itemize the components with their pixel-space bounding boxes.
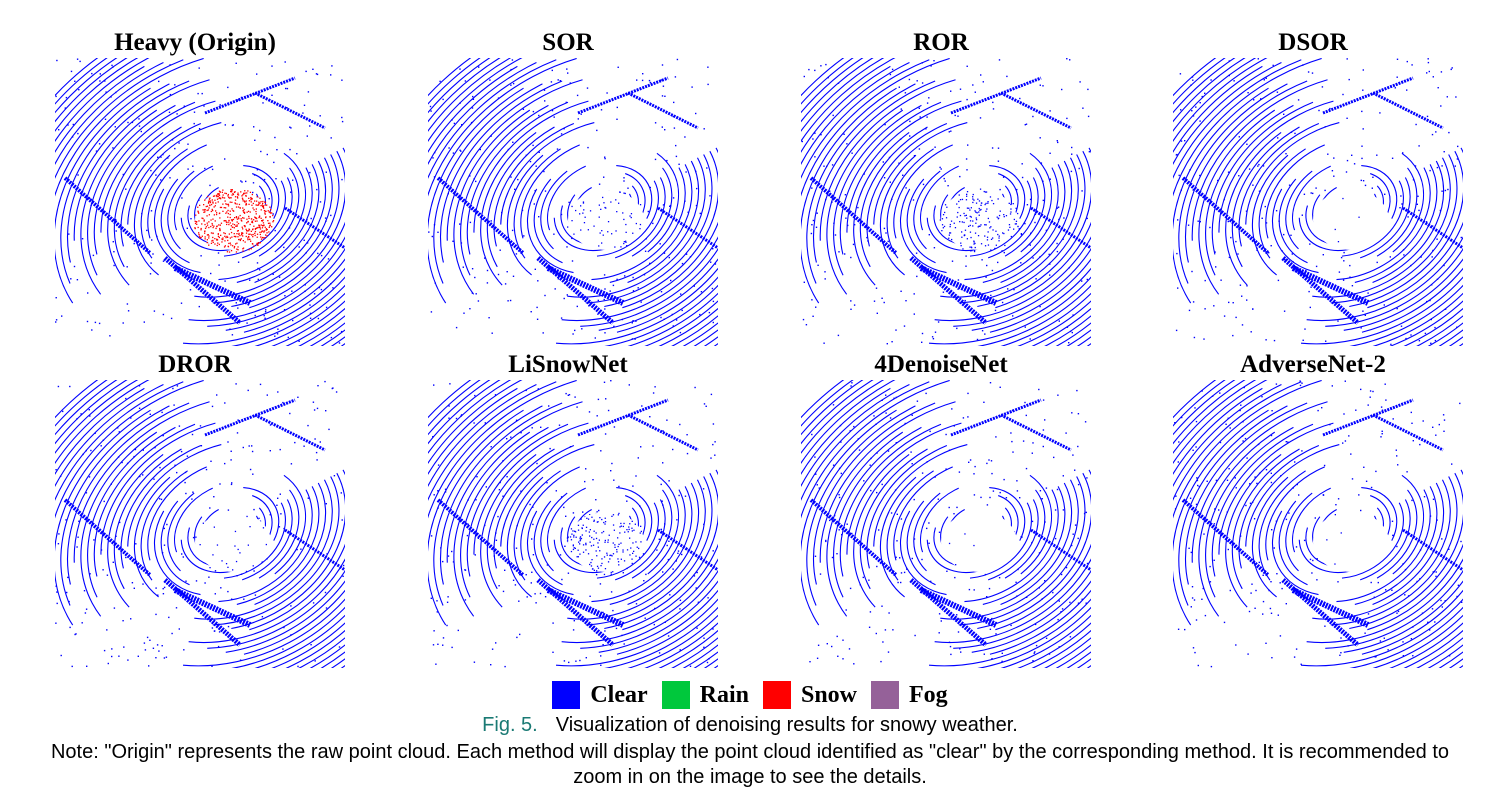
point-cloud-image <box>428 58 718 346</box>
point-cloud-image <box>55 58 345 346</box>
legend-swatch <box>762 681 791 709</box>
panel-title: ROR <box>913 29 969 56</box>
legend-swatch <box>552 681 581 709</box>
point-cloud-image <box>55 380 345 668</box>
point-cloud-image <box>428 380 718 668</box>
legend-label: Clear <box>590 681 648 708</box>
legend-label: Snow <box>800 681 858 708</box>
panel-title: Heavy (Origin) <box>114 29 276 56</box>
legend-item-clear: Clear <box>552 681 648 709</box>
legend-swatch <box>661 681 690 709</box>
panel-adversenet-2: AdverseNet-2 <box>1158 350 1468 668</box>
point-cloud-image <box>1173 58 1463 346</box>
panel-dror: DROR <box>40 350 350 668</box>
legend-label: Rain <box>699 681 749 708</box>
panel-sor: SOR <box>413 28 723 346</box>
legend-item-fog: Fog <box>871 681 948 709</box>
caption-text: Visualization of denoising results for s… <box>555 714 1018 736</box>
panel-lisnownet: LiSnowNet <box>413 350 723 668</box>
panel-title: DSOR <box>1278 29 1348 56</box>
panel-dsor: DSOR <box>1158 28 1468 346</box>
point-cloud-image <box>801 380 1091 668</box>
panel-title: 4DenoiseNet <box>874 351 1008 378</box>
figure-label: Fig. 5. <box>482 714 538 736</box>
panel-title: LiSnowNet <box>508 351 628 378</box>
panel-title: DROR <box>158 351 232 378</box>
panel-heavy-origin: Heavy (Origin) <box>40 28 350 346</box>
panel-title: AdverseNet-2 <box>1240 351 1386 378</box>
panel-title: SOR <box>542 29 594 56</box>
legend-label: Fog <box>909 681 948 708</box>
panel-ror: ROR <box>786 28 1096 346</box>
legend-swatch <box>871 681 900 709</box>
figure-note: Note: "Origin" represents the raw point … <box>50 741 1450 788</box>
legend-item-rain: Rain <box>661 681 749 709</box>
figure-grid: Heavy (Origin) SOR ROR DSOR DROR LiSnowN… <box>40 28 1470 678</box>
legend: Clear Rain Snow Fog <box>0 678 1500 712</box>
point-cloud-image <box>801 58 1091 346</box>
legend-item-snow: Snow <box>762 681 858 709</box>
point-cloud-image <box>1173 380 1463 668</box>
figure-caption: Fig. 5. Visualization of denoising result… <box>0 712 1500 738</box>
panel-4denoisenet: 4DenoiseNet <box>786 350 1096 668</box>
